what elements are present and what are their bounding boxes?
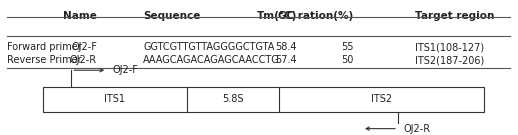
Text: AAAGCAGACAGAGCAACCTG: AAAGCAGACAGAGCAACCTG (143, 55, 280, 65)
Text: GC ration(%): GC ration(%) (278, 11, 353, 21)
Text: ITS2(187-206): ITS2(187-206) (415, 55, 484, 65)
Text: Reverse Primer: Reverse Primer (7, 55, 82, 65)
Text: GGTCGTTGTTAGGGGCTGTA: GGTCGTTGTTAGGGGCTGTA (143, 42, 275, 52)
Text: 5.8S: 5.8S (222, 94, 243, 104)
Text: OJ2-F: OJ2-F (71, 42, 97, 52)
Text: 55: 55 (341, 42, 353, 52)
Text: ITS2: ITS2 (371, 94, 392, 104)
Text: Forward primer: Forward primer (7, 42, 82, 52)
Text: 57.4: 57.4 (275, 55, 297, 65)
Bar (43, 87, 484, 112)
Text: OJ2-R: OJ2-R (403, 124, 430, 134)
Text: 58.4: 58.4 (276, 42, 297, 52)
Text: Target region: Target region (415, 11, 494, 21)
Text: OJ2-F: OJ2-F (112, 65, 138, 75)
Text: Name: Name (63, 11, 97, 21)
Text: OJ2-R: OJ2-R (70, 55, 97, 65)
Text: ITS1: ITS1 (105, 94, 125, 104)
Text: 50: 50 (341, 55, 353, 65)
Text: Tm(°C): Tm(°C) (256, 11, 297, 21)
Text: ITS1(108-127): ITS1(108-127) (415, 42, 484, 52)
Text: Sequence: Sequence (143, 11, 200, 21)
